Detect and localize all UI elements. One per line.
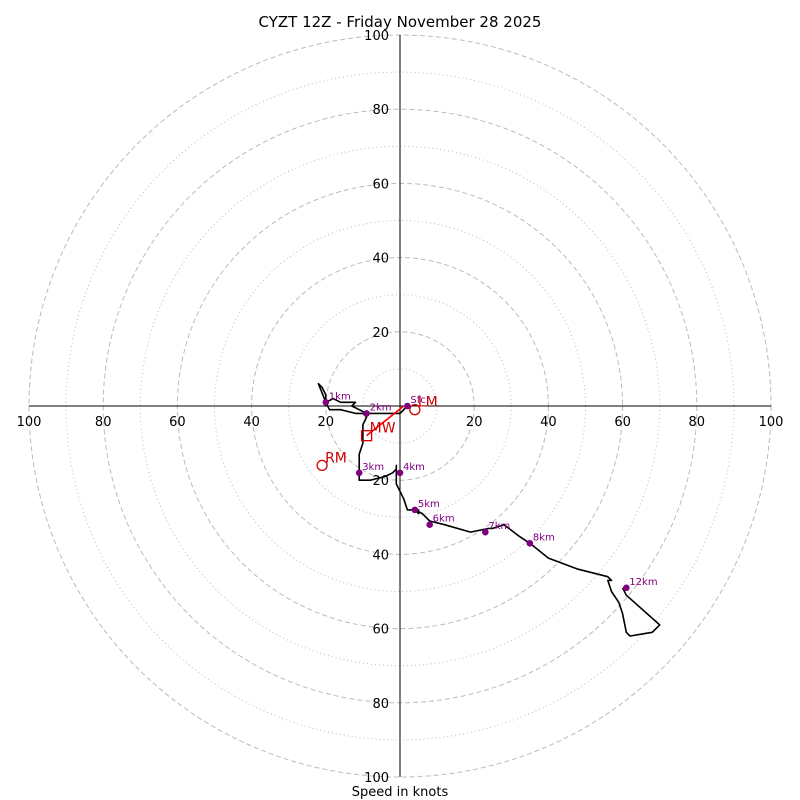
storm-marker-lm — [409, 404, 421, 416]
height-marker-12km — [623, 584, 630, 592]
height-marker-2km — [363, 410, 370, 417]
tick-label-right: 100 — [759, 415, 784, 430]
height-markers: Sfc 1km 2km 3km 4km 5km 6km 7km 8km 12km — [322, 391, 658, 592]
tick-label-down: 60 — [372, 623, 389, 638]
storm-label-lm: LM — [418, 395, 438, 411]
height-label-12km: 12km — [629, 577, 657, 588]
tick-label-right: 80 — [689, 415, 706, 430]
height-label-1km: 1km — [329, 391, 351, 402]
height-marker-sfc — [404, 402, 411, 410]
height-label-3km: 3km — [362, 462, 384, 473]
storm-motion-group: LM MW RM — [316, 395, 438, 472]
tick-label-right: 20 — [466, 415, 483, 430]
tick-label-down: 100 — [364, 771, 389, 786]
tick-label-left: 40 — [243, 415, 260, 430]
tick-label-up: 60 — [372, 177, 389, 192]
tick-label-up: 80 — [372, 103, 389, 118]
height-label-4km: 4km — [403, 462, 425, 473]
tick-label-up: 100 — [364, 29, 389, 44]
tick-label-left: 60 — [169, 415, 186, 430]
height-label-6km: 6km — [433, 514, 455, 525]
height-marker-4km — [396, 469, 404, 477]
tick-label-left: 100 — [17, 415, 42, 430]
tick-label-left: 20 — [318, 415, 335, 430]
storm-marker-mw — [360, 430, 373, 442]
storm-label-rm: RM — [325, 450, 347, 466]
tick-label-down: 40 — [372, 548, 389, 563]
tick-label-right: 60 — [614, 415, 631, 430]
height-label-7km: 7km — [488, 521, 510, 532]
height-marker-1km — [322, 398, 330, 406]
chart-title: CYZT 12Z - Friday November 28 2025 — [259, 13, 542, 31]
height-marker-5km — [411, 506, 419, 514]
height-marker-3km — [355, 469, 363, 477]
axes — [29, 35, 771, 777]
storm-marker-rm — [316, 459, 328, 472]
height-marker-7km — [482, 528, 489, 536]
x-axis-label: Speed in knots — [352, 785, 449, 800]
height-label-8km: 8km — [533, 532, 555, 543]
tick-label-right: 40 — [540, 415, 557, 430]
tick-label-left: 80 — [95, 415, 112, 430]
storm-label-mw: MW — [370, 421, 396, 437]
tick-label-up: 40 — [372, 252, 389, 267]
height-label-2km: 2km — [370, 402, 392, 413]
tick-label-down: 80 — [372, 697, 389, 712]
storm-vector-line — [366, 405, 405, 437]
tick-label-up: 20 — [372, 326, 389, 341]
height-label-5km: 5km — [418, 499, 440, 510]
height-marker-8km — [526, 539, 534, 547]
height-marker-6km — [426, 521, 433, 529]
height-label-sfc: Sfc — [410, 395, 425, 406]
